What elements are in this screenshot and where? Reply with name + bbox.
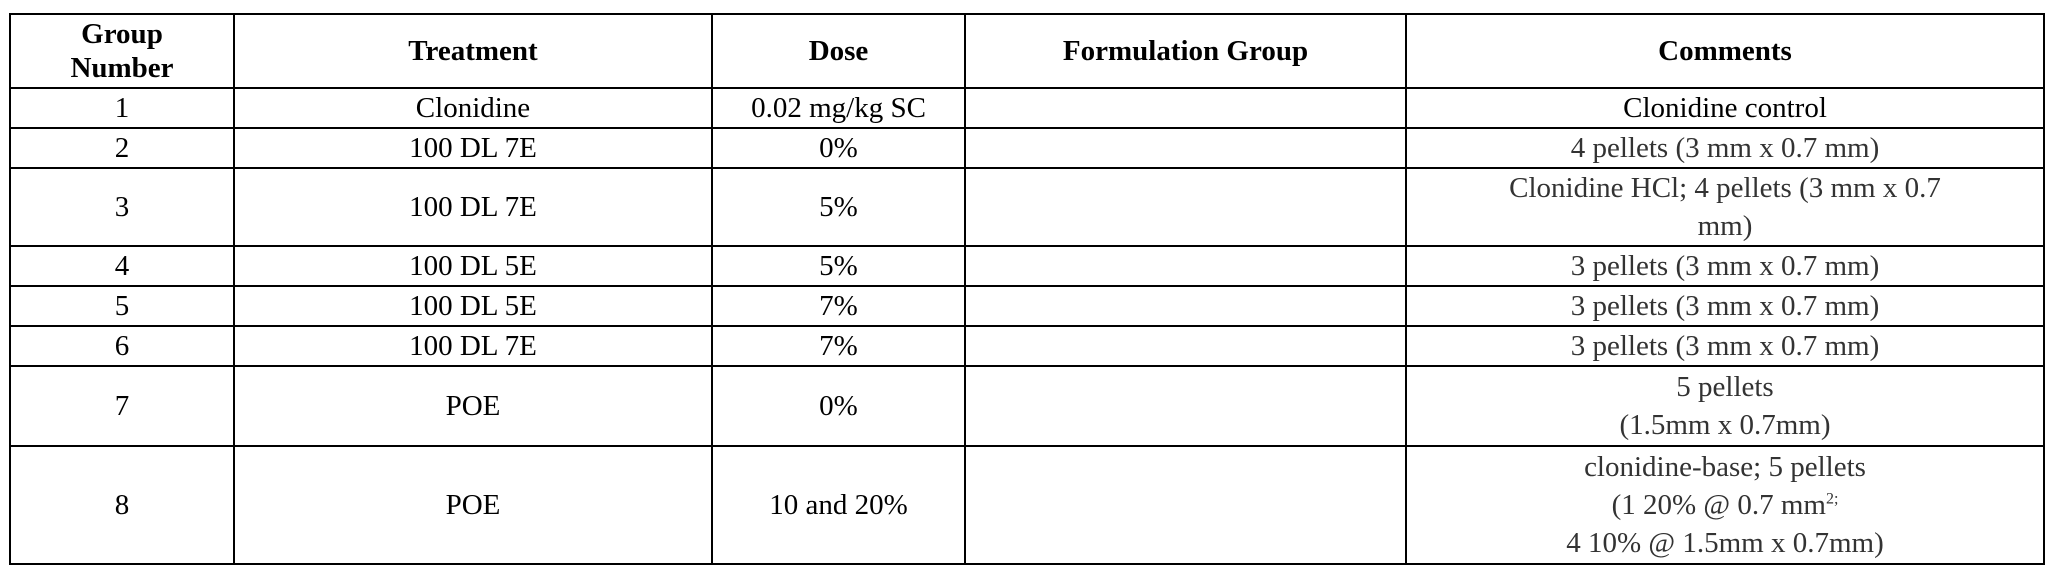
table-row: 2 100 DL 7E 0% 4 pellets (3 mm x 0.7 mm)	[10, 128, 2044, 168]
comments-cell: 3 pellets (3 mm x 0.7 mm)	[1406, 246, 2044, 286]
comments-line: mm)	[1415, 207, 2035, 245]
header-treatment: Treatment	[234, 14, 712, 88]
comments-line-text: (1 20% @ 0.7 mm	[1612, 489, 1826, 521]
treatment-cell: 100 DL 7E	[234, 128, 712, 168]
group-number-cell: 6	[10, 326, 234, 366]
comments-cell: 4 pellets (3 mm x 0.7 mm)	[1406, 128, 2044, 168]
formulation-cell	[965, 446, 1406, 564]
dose-cell: 7%	[712, 326, 965, 366]
treatment-cell: 100 DL 5E	[234, 286, 712, 326]
dose-cell: 5%	[712, 246, 965, 286]
comments-line: 3 pellets (3 mm x 0.7 mm)	[1415, 287, 2035, 325]
comments-cell: 3 pellets (3 mm x 0.7 mm)	[1406, 286, 2044, 326]
group-number-cell: 4	[10, 246, 234, 286]
group-number-cell: 3	[10, 168, 234, 246]
table-row: 7 POE 0% 5 pellets (1.5mm x 0.7mm)	[10, 366, 2044, 446]
group-number-cell: 7	[10, 366, 234, 446]
header-row: Group Number Treatment Dose Formulation …	[10, 14, 2044, 88]
comments-line: 3 pellets (3 mm x 0.7 mm)	[1415, 327, 2035, 365]
treatment-cell: 100 DL 7E	[234, 168, 712, 246]
group-number-cell: 8	[10, 446, 234, 564]
superscript: 2;	[1826, 490, 1838, 507]
comments-line: Clonidine control	[1415, 89, 2035, 127]
formulation-cell	[965, 246, 1406, 286]
comments-cell: Clonidine control	[1406, 88, 2044, 128]
group-number-cell: 1	[10, 88, 234, 128]
header-comments: Comments	[1406, 14, 2044, 88]
comments-cell: 3 pellets (3 mm x 0.7 mm)	[1406, 326, 2044, 366]
comments-line: Clonidine HCl; 4 pellets (3 mm x 0.7	[1415, 169, 2035, 207]
treatment-cell: 100 DL 5E	[234, 246, 712, 286]
comments-line: 5 pellets	[1415, 368, 2035, 406]
dose-cell: 0%	[712, 128, 965, 168]
formulation-cell	[965, 286, 1406, 326]
table-row: 8 POE 10 and 20% clonidine-base; 5 pelle…	[10, 446, 2044, 564]
table-row: 6 100 DL 7E 7% 3 pellets (3 mm x 0.7 mm)	[10, 326, 2044, 366]
comments-line: (1 20% @ 0.7 mm2;	[1415, 486, 2035, 524]
table-row: 1 Clonidine 0.02 mg/kg SC Clonidine cont…	[10, 88, 2044, 128]
formulation-cell	[965, 128, 1406, 168]
table-row: 4 100 DL 5E 5% 3 pellets (3 mm x 0.7 mm)	[10, 246, 2044, 286]
dose-cell: 0%	[712, 366, 965, 446]
comments-line: (1.5mm x 0.7mm)	[1415, 406, 2035, 444]
header-group-number: Group Number	[10, 14, 234, 88]
treatment-cell: Clonidine	[234, 88, 712, 128]
comments-line: clonidine-base; 5 pellets	[1415, 448, 2035, 486]
header-group-number-line2: Number	[19, 51, 225, 85]
treatment-cell: 100 DL 7E	[234, 326, 712, 366]
formulation-cell	[965, 88, 1406, 128]
formulation-cell	[965, 326, 1406, 366]
dose-cell: 0.02 mg/kg SC	[712, 88, 965, 128]
comments-line: 4 10% @ 1.5mm x 0.7mm)	[1415, 524, 2035, 562]
dose-cell: 10 and 20%	[712, 446, 965, 564]
header-dose: Dose	[712, 14, 965, 88]
header-formulation-group: Formulation Group	[965, 14, 1406, 88]
treatment-cell: POE	[234, 366, 712, 446]
dose-cell: 5%	[712, 168, 965, 246]
header-group-number-line1: Group	[19, 17, 225, 51]
formulation-cell	[965, 168, 1406, 246]
comments-cell: clonidine-base; 5 pellets (1 20% @ 0.7 m…	[1406, 446, 2044, 564]
group-number-cell: 5	[10, 286, 234, 326]
comments-cell: Clonidine HCl; 4 pellets (3 mm x 0.7 mm)	[1406, 168, 2044, 246]
table-row: 5 100 DL 5E 7% 3 pellets (3 mm x 0.7 mm)	[10, 286, 2044, 326]
comments-line: 4 pellets (3 mm x 0.7 mm)	[1415, 129, 2035, 167]
comments-cell: 5 pellets (1.5mm x 0.7mm)	[1406, 366, 2044, 446]
data-table: Group Number Treatment Dose Formulation …	[9, 13, 2045, 565]
table-row: 3 100 DL 7E 5% Clonidine HCl; 4 pellets …	[10, 168, 2044, 246]
comments-line: 3 pellets (3 mm x 0.7 mm)	[1415, 247, 2035, 285]
dose-cell: 7%	[712, 286, 965, 326]
treatment-cell: POE	[234, 446, 712, 564]
formulation-cell	[965, 366, 1406, 446]
group-number-cell: 2	[10, 128, 234, 168]
